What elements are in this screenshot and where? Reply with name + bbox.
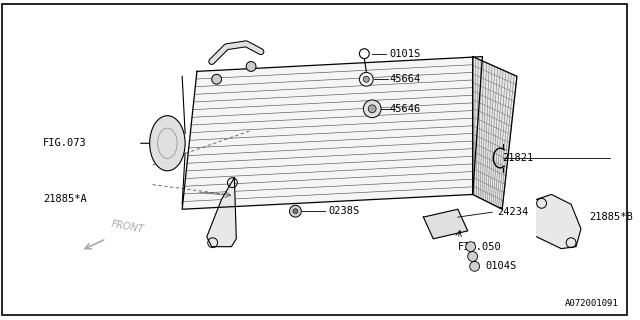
Circle shape bbox=[212, 74, 221, 84]
Circle shape bbox=[364, 100, 381, 118]
Text: 24234: 24234 bbox=[497, 207, 529, 217]
Text: 45664: 45664 bbox=[389, 74, 420, 84]
Text: FIG.050: FIG.050 bbox=[458, 242, 502, 252]
Text: 21821: 21821 bbox=[502, 153, 533, 163]
Polygon shape bbox=[424, 209, 468, 239]
Text: 21885*A: 21885*A bbox=[44, 194, 87, 204]
Circle shape bbox=[468, 252, 477, 261]
Polygon shape bbox=[473, 57, 517, 209]
Circle shape bbox=[360, 72, 373, 86]
Circle shape bbox=[466, 242, 476, 252]
Circle shape bbox=[246, 61, 256, 71]
Polygon shape bbox=[537, 195, 581, 249]
Text: 21885*B: 21885*B bbox=[589, 212, 632, 222]
Circle shape bbox=[368, 105, 376, 113]
Polygon shape bbox=[207, 178, 236, 247]
Circle shape bbox=[289, 205, 301, 217]
Circle shape bbox=[364, 76, 369, 82]
Text: FRONT: FRONT bbox=[110, 219, 145, 235]
Text: 0101S: 0101S bbox=[389, 49, 420, 59]
Circle shape bbox=[293, 209, 298, 214]
Text: FIG.073: FIG.073 bbox=[44, 138, 87, 148]
Text: 45646: 45646 bbox=[389, 104, 420, 114]
Polygon shape bbox=[182, 57, 483, 209]
Circle shape bbox=[470, 261, 479, 271]
Ellipse shape bbox=[150, 116, 185, 171]
Text: 0238S: 0238S bbox=[328, 206, 359, 216]
Text: 0104S: 0104S bbox=[486, 261, 516, 271]
Text: A072001091: A072001091 bbox=[564, 299, 618, 308]
